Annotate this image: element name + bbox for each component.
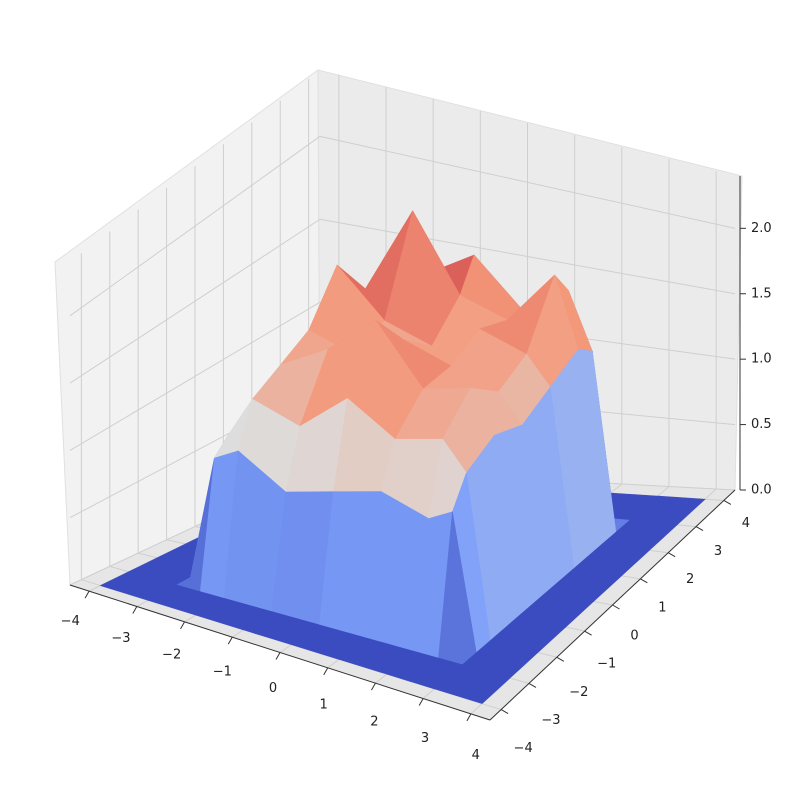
y-tick-label: 3 [714, 544, 722, 559]
x-tick-label: −3 [111, 631, 130, 646]
tick-mark [466, 713, 472, 722]
y-tick-label: 4 [742, 516, 750, 531]
x-tick-label: 4 [472, 748, 480, 763]
z-tick-label: 2.0 [751, 221, 772, 236]
z-tick-label: 1.5 [751, 286, 772, 301]
grid-line [69, 301, 321, 451]
tick-mark [227, 636, 233, 645]
grid-line [319, 218, 736, 295]
tick-mark [323, 667, 329, 676]
grid-line [319, 135, 736, 229]
z-tick-label: 1.0 [751, 352, 772, 367]
y-tick-label: 1 [658, 600, 666, 615]
y-tick-label: −4 [514, 741, 533, 756]
x-tick-label: 2 [370, 714, 378, 729]
x-tick-label: −2 [162, 648, 181, 663]
tick-mark [556, 656, 565, 662]
tick-mark [640, 578, 648, 584]
tick-mark [180, 621, 185, 630]
x-tick-label: 1 [320, 698, 328, 713]
y-tick-label: −2 [569, 685, 588, 700]
tick-mark [612, 604, 620, 610]
z-tick-label: 0.0 [751, 483, 772, 498]
y-tick-label: 0 [630, 629, 638, 644]
tick-mark [667, 552, 676, 558]
tick-mark [500, 709, 509, 714]
tick-mark [528, 682, 537, 688]
grid-line [69, 218, 321, 384]
tick-mark [695, 526, 704, 532]
tick-mark [418, 698, 424, 706]
tick-mark [275, 652, 281, 660]
y-tick-label: 2 [686, 572, 694, 587]
surface-patch [433, 664, 511, 704]
tick-mark [371, 682, 376, 691]
x-tick-label: 0 [269, 681, 277, 696]
tick-mark [584, 630, 592, 636]
x-tick-label: −1 [213, 664, 232, 679]
tick-mark [723, 500, 732, 505]
tick-mark [84, 590, 90, 599]
x-tick-label: 3 [421, 731, 429, 746]
x-tick-label: −4 [61, 614, 80, 629]
z-tick-label: 0.5 [751, 417, 772, 432]
y-tick-label: −1 [597, 657, 616, 672]
y-tick-label: −3 [541, 713, 560, 728]
grid-line [69, 135, 321, 317]
tick-mark [132, 606, 138, 614]
